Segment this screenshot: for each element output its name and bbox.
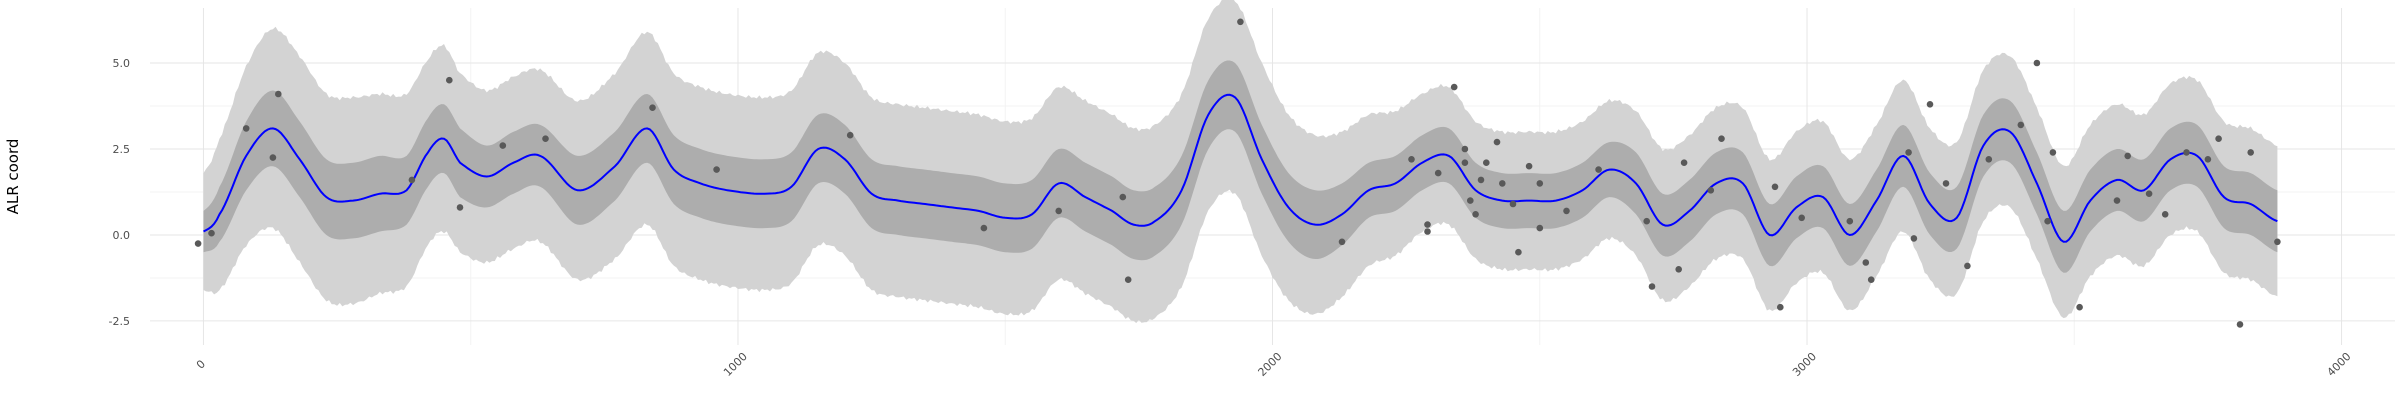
- x-tick-label: 4000: [2325, 350, 2354, 379]
- data-point: [846, 131, 854, 139]
- data-point: [1675, 266, 1682, 273]
- x-tick-label: 1000: [721, 350, 750, 379]
- mean-line-group: [203, 93, 2278, 243]
- data-point: [1483, 159, 1490, 166]
- data-point: [980, 224, 988, 232]
- data-point: [1846, 217, 1854, 225]
- data-point: [1055, 207, 1062, 215]
- data-point: [1499, 180, 1506, 187]
- data-point: [1680, 159, 1688, 166]
- data-point: [713, 166, 720, 173]
- data-point: [1461, 145, 1469, 153]
- data-point: [1124, 276, 1132, 284]
- data-point: [275, 90, 282, 98]
- mean-line: [203, 93, 2278, 243]
- data-point: [1408, 156, 1415, 163]
- data-point: [1515, 248, 1522, 256]
- y-tick-label: 5.0: [113, 57, 131, 70]
- data-point: [1910, 235, 1918, 242]
- data-point: [1338, 238, 1346, 246]
- data-point: [542, 135, 549, 142]
- data-point: [499, 142, 507, 149]
- data-point: [649, 104, 656, 111]
- x-tick-label: 2000: [1256, 350, 1285, 379]
- data-point: [1536, 224, 1544, 232]
- y-axis-title: ALR coord: [4, 139, 22, 215]
- data-point: [1467, 197, 1474, 204]
- x-tick-labels: 0 1000 2000 3000 4000: [194, 350, 2354, 379]
- observation-points: [194, 18, 2281, 328]
- data-point: [1525, 162, 1533, 170]
- data-point: [2247, 149, 2254, 156]
- data-point: [2049, 149, 2057, 156]
- data-point: [1450, 83, 1458, 91]
- data-point: [2124, 152, 2131, 160]
- data-point: [1461, 159, 1469, 166]
- data-point: [1771, 183, 1779, 191]
- data-point: [2044, 217, 2051, 225]
- data-point: [269, 154, 277, 161]
- data-point: [1434, 169, 1442, 177]
- data-point: [2183, 149, 2190, 156]
- data-point: [2145, 190, 2153, 197]
- data-point: [1862, 259, 1870, 266]
- data-point: [408, 176, 416, 184]
- data-point: [1964, 262, 1971, 270]
- data-point: [2033, 59, 2041, 67]
- data-point: [1905, 149, 1912, 156]
- data-point: [2017, 121, 2025, 129]
- y-tick-label: -2.5: [109, 315, 130, 328]
- data-point: [1477, 176, 1485, 184]
- data-point: [1926, 101, 1934, 108]
- data-point: [1707, 187, 1715, 194]
- data-point: [2215, 135, 2222, 142]
- data-point: [1493, 138, 1501, 146]
- data-point: [2113, 197, 2121, 204]
- data-point: [194, 240, 202, 247]
- data-point: [1119, 193, 1127, 201]
- data-point: [1648, 283, 1656, 290]
- data-point: [1509, 200, 1517, 208]
- x-tick-label: 0: [194, 357, 208, 371]
- data-point: [1777, 303, 1784, 311]
- data-point: [1643, 217, 1650, 225]
- data-point: [2274, 238, 2281, 246]
- data-point: [208, 229, 215, 237]
- data-point: [1595, 166, 1602, 173]
- y-tick-label: 2.5: [113, 143, 131, 156]
- data-point: [2161, 211, 2169, 218]
- x-tick-label: 3000: [1790, 350, 1819, 379]
- data-point: [2236, 321, 2244, 328]
- data-point: [1237, 18, 1244, 26]
- data-point: [1942, 180, 1950, 187]
- data-point: [1718, 135, 1725, 142]
- data-point: [1424, 228, 1431, 235]
- data-point: [1536, 180, 1544, 187]
- y-tick-labels: -2.5 0.0 2.5 5.0: [109, 57, 130, 328]
- data-point: [1798, 214, 1805, 222]
- data-point: [1472, 211, 1479, 218]
- data-point: [2076, 303, 2083, 311]
- y-tick-label: 0.0: [113, 229, 131, 242]
- data-point: [242, 125, 250, 132]
- data-point: [2204, 156, 2212, 163]
- data-point: [1985, 156, 1993, 163]
- data-point: [456, 204, 464, 211]
- data-point: [1867, 276, 1875, 284]
- data-point: [446, 76, 453, 84]
- data-point: [1563, 207, 1570, 215]
- data-point: [1424, 221, 1431, 228]
